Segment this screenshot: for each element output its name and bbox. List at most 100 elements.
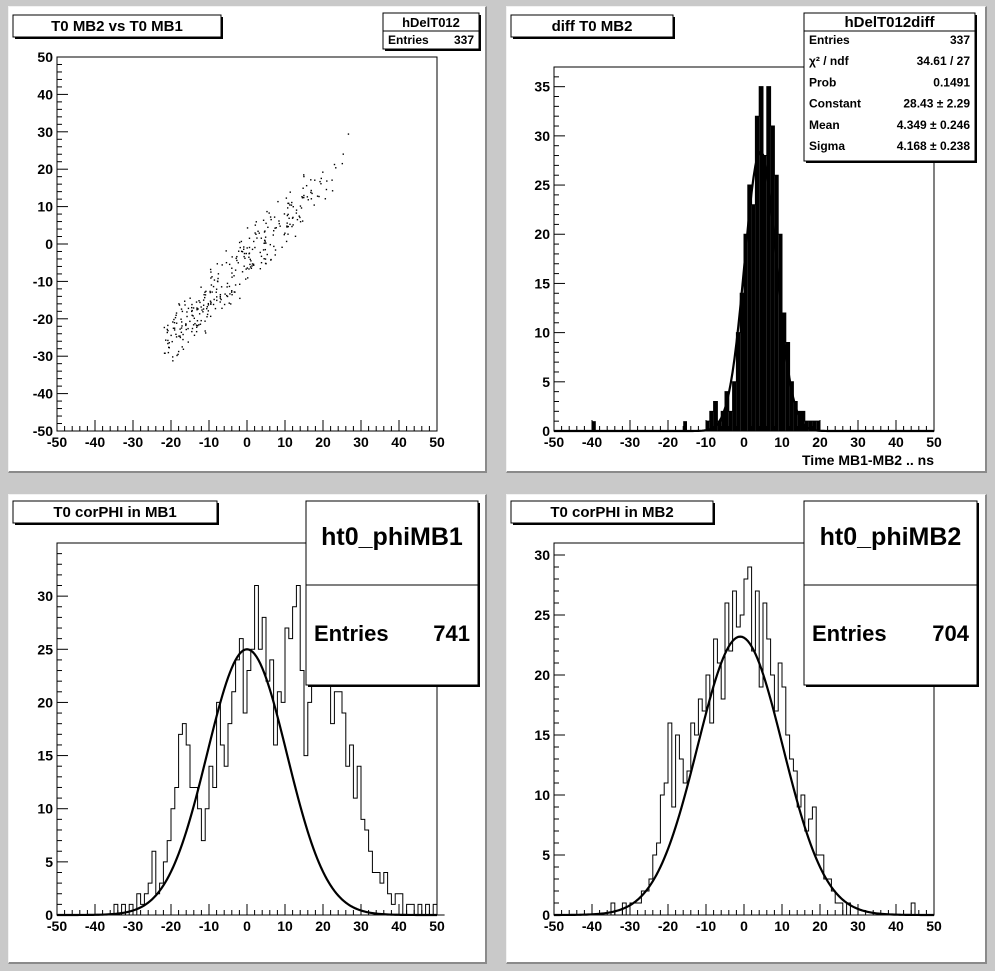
scatter-point xyxy=(190,306,193,309)
x-tick-label: 20 xyxy=(812,918,828,934)
scatter-point xyxy=(219,301,221,303)
scatter-point xyxy=(256,237,258,239)
scatter-point xyxy=(273,230,275,232)
scatter-point xyxy=(239,297,241,300)
y-tick-label: 0 xyxy=(542,907,550,923)
scatter-point xyxy=(265,222,267,225)
scatter-point xyxy=(333,163,336,166)
histogram-bin xyxy=(224,766,228,915)
scatter-point xyxy=(186,311,188,313)
scatter-point xyxy=(275,227,277,229)
scatter-point xyxy=(173,329,176,331)
scatter-point xyxy=(263,239,266,242)
x-tick-label: -30 xyxy=(123,434,143,450)
y-tick-label: 30 xyxy=(37,588,53,604)
scatter-point xyxy=(198,324,200,326)
x-tick-label: 30 xyxy=(850,434,866,450)
scatter-point xyxy=(197,308,199,310)
y-tick-label: 10 xyxy=(37,199,53,215)
pad-diff: -50 -40 -30 -20 -10 0 10 20 30 40 50 0 5 10 15 20 25 30 35… xyxy=(506,6,987,473)
scatter-point xyxy=(212,303,215,306)
chart-phi-mb1-histogram[interactable]: -50 -40 -30 -20 -10 0 10 20 30 40 50 0 5 10 15 20 25 30 T0… xyxy=(9,495,488,965)
histogram-bin xyxy=(152,851,156,915)
x-tick-label: -30 xyxy=(123,918,143,934)
y-tick-label: 10 xyxy=(534,325,550,341)
scatter-point xyxy=(269,216,272,218)
x-tick-label: 10 xyxy=(774,918,790,934)
histogram-bin xyxy=(418,904,422,915)
scatter-point xyxy=(173,318,175,321)
scatter-point xyxy=(234,284,237,286)
y-tick-label: 30 xyxy=(37,124,53,140)
scatter-point xyxy=(245,252,247,255)
histogram-bin xyxy=(728,411,733,431)
y-tick-label: -40 xyxy=(33,386,53,402)
x-tick-label: 30 xyxy=(850,918,866,934)
scatter-point xyxy=(281,246,283,249)
scatter-point xyxy=(234,291,236,293)
x-tick-label: 50 xyxy=(429,918,445,934)
chart-title: T0 corPHI in MB1 xyxy=(53,504,176,521)
x-tick-label: 40 xyxy=(391,918,407,934)
scatter-point xyxy=(314,179,316,181)
scatter-point xyxy=(254,224,257,226)
scatter-point xyxy=(249,263,251,266)
scatter-point xyxy=(342,153,344,155)
scatter-point xyxy=(243,255,245,258)
data-marks xyxy=(163,133,350,362)
scatter-point xyxy=(191,310,193,313)
x-tick-label: 50 xyxy=(926,918,942,934)
scatter-point xyxy=(191,327,194,330)
stats-value: 704 xyxy=(932,621,969,646)
scatter-point xyxy=(262,249,265,251)
chart-diff-histogram[interactable]: -50 -40 -30 -20 -10 0 10 20 30 40 50 0 5 10 15 20 25 30 35… xyxy=(507,7,988,474)
x-tick-label: -20 xyxy=(161,434,181,450)
x-tick-label: 40 xyxy=(391,434,407,450)
histogram-bin xyxy=(372,872,376,915)
scatter-point xyxy=(213,279,216,281)
scatter-point xyxy=(202,299,205,301)
title-box xyxy=(12,14,222,38)
histogram-bin xyxy=(695,735,699,915)
stats-value: 337 xyxy=(454,33,474,47)
scatter-point xyxy=(219,295,221,298)
scatter-point xyxy=(180,308,183,310)
scatter-point xyxy=(207,304,210,306)
x-tick-label: -10 xyxy=(199,434,219,450)
gaussian-fit-curve xyxy=(553,635,935,917)
x-tick-label: -30 xyxy=(620,434,640,450)
y-tick-label: 20 xyxy=(37,161,53,177)
scatter-point xyxy=(196,326,198,328)
x-tick-label: -40 xyxy=(85,918,105,934)
scatter-point xyxy=(200,286,202,288)
chart-phi-mb2-histogram[interactable]: -50 -40 -30 -20 -10 0 10 20 30 40 50 0 5 10 15 20 25 30 T0… xyxy=(507,495,988,965)
scatter-point xyxy=(292,216,294,219)
chart-scatter[interactable]: -50 -40 -30 -20 -10 0 10 20 30 40 50 -50 -40 -30 -20 -1… xyxy=(9,7,488,474)
histogram-bin xyxy=(668,723,672,915)
scatter-point xyxy=(196,320,199,322)
scatter-point xyxy=(231,272,233,274)
x-tick-label: -40 xyxy=(582,918,602,934)
scatter-point xyxy=(341,162,344,165)
scatter-point xyxy=(182,338,184,341)
scatter-point xyxy=(300,207,303,209)
pad-scatter: -50 -40 -30 -20 -10 0 10 20 30 40 50 -50 -40 -30 -20 -1… xyxy=(8,6,487,473)
scatter-point xyxy=(235,257,237,260)
histogram-bin xyxy=(809,819,813,915)
stats-name: ht0_phiMB2 xyxy=(820,523,962,551)
y-tick-label: 5 xyxy=(542,374,550,390)
histogram-bin xyxy=(239,639,243,915)
scatter-point xyxy=(241,251,244,253)
scatter-point xyxy=(265,262,267,265)
scatter-point xyxy=(200,319,202,322)
scatter-point xyxy=(231,267,233,269)
y-tick-label: -30 xyxy=(33,348,53,364)
scatter-point xyxy=(172,327,175,329)
histogram-bin xyxy=(410,904,414,915)
histogram-bin xyxy=(717,421,722,431)
x-tick-label: 30 xyxy=(353,918,369,934)
scatter-point xyxy=(291,201,293,204)
x-axis-label: Time MB1-MB2 .. ns xyxy=(802,452,934,468)
y-tick-label: 0 xyxy=(45,236,53,252)
y-tick-label: 20 xyxy=(37,694,53,710)
